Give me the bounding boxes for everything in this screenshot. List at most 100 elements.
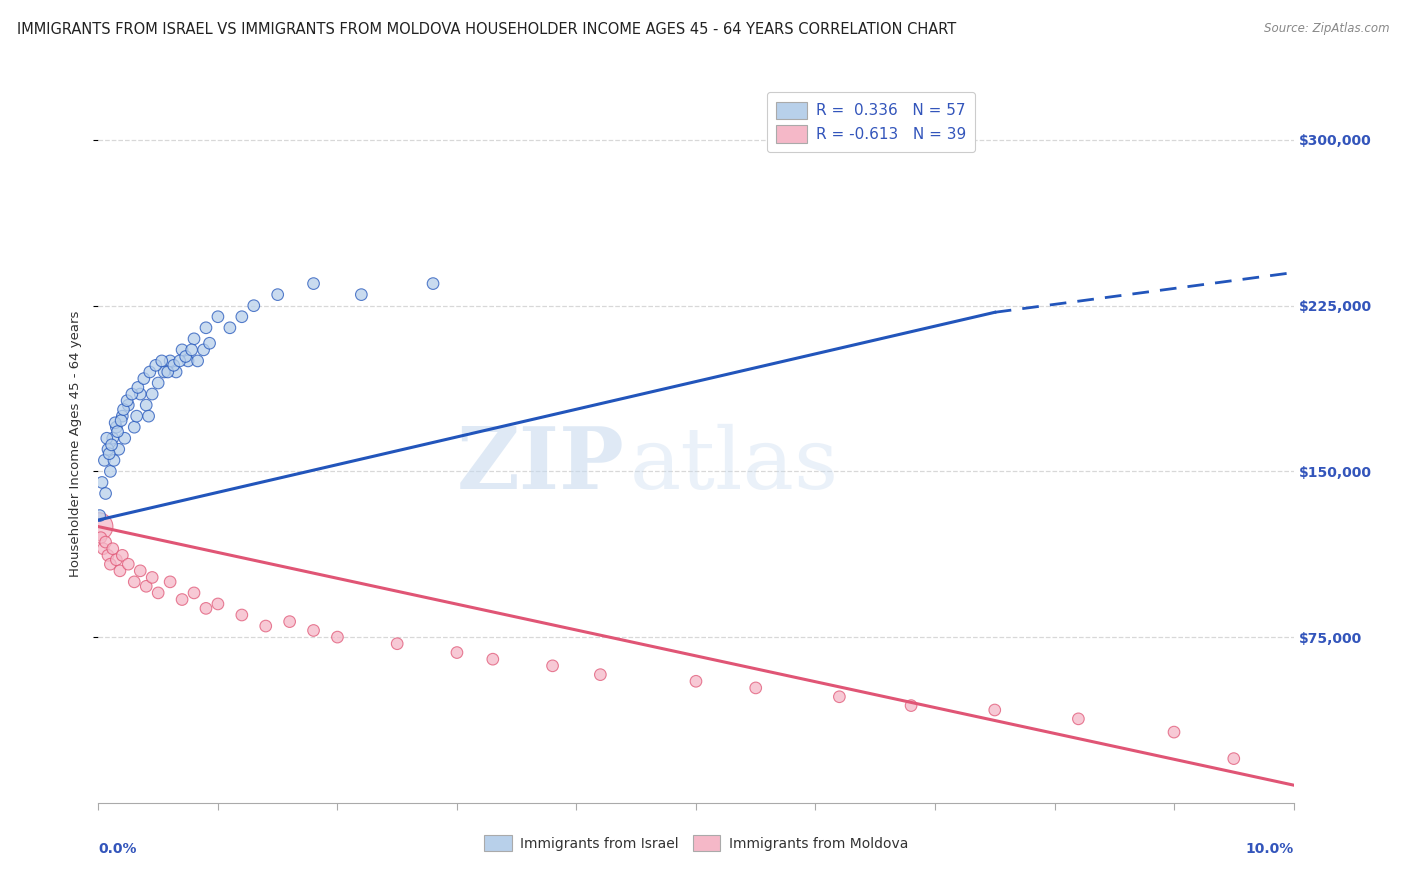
Point [89, 508, 111, 523]
Point [98, 464, 122, 478]
Point [98, 447, 121, 461]
Point [129, 564, 152, 578]
Point [422, 277, 444, 291]
Point [139, 365, 162, 379]
Point [135, 398, 157, 412]
Point [112, 402, 135, 417]
Point [135, 579, 157, 593]
Point [446, 646, 468, 660]
Point [1223, 751, 1246, 765]
Point [90, 531, 112, 545]
Point [117, 557, 139, 571]
Point [91, 541, 114, 556]
Point [100, 438, 122, 452]
Point [115, 393, 138, 408]
Point [148, 586, 170, 600]
Point [97, 549, 120, 563]
Point [278, 615, 301, 629]
Point [302, 277, 325, 291]
Point [127, 380, 149, 394]
Point [326, 630, 349, 644]
Point [150, 354, 173, 368]
Point [159, 354, 181, 368]
Point [193, 343, 215, 357]
Point [267, 287, 290, 301]
Point [104, 416, 127, 430]
Point [195, 601, 218, 615]
Point [94, 486, 117, 500]
Point [172, 592, 194, 607]
Point [174, 350, 197, 364]
Text: ZIP: ZIP [457, 424, 624, 508]
Point [110, 413, 132, 427]
Point [141, 387, 163, 401]
Point [124, 574, 146, 589]
Point [138, 409, 160, 424]
Point [94, 535, 117, 549]
Point [900, 698, 922, 713]
Point [350, 287, 373, 301]
Point [101, 541, 124, 556]
Point [541, 658, 564, 673]
Point [103, 453, 125, 467]
Point [254, 619, 277, 633]
Point [87, 519, 110, 533]
Point [107, 425, 129, 439]
Point [159, 574, 181, 589]
Point [198, 336, 221, 351]
Point [108, 564, 131, 578]
Point [105, 553, 128, 567]
Point [141, 570, 163, 584]
Point [153, 365, 176, 379]
Point [745, 681, 768, 695]
Point [180, 343, 202, 357]
Point [1163, 725, 1185, 739]
Point [107, 442, 129, 457]
Point [482, 652, 505, 666]
Point [111, 409, 134, 424]
Point [231, 607, 253, 622]
Point [117, 398, 139, 412]
Point [132, 371, 155, 385]
Point [163, 359, 186, 373]
Point [302, 624, 325, 638]
Point [129, 387, 152, 401]
Point [101, 431, 124, 445]
Point [169, 354, 191, 368]
Text: 10.0%: 10.0% [1246, 842, 1294, 856]
Point [114, 431, 136, 445]
Point [1067, 712, 1090, 726]
Text: IMMIGRANTS FROM ISRAEL VS IMMIGRANTS FROM MOLDOVA HOUSEHOLDER INCOME AGES 45 - 6: IMMIGRANTS FROM ISRAEL VS IMMIGRANTS FRO… [17, 22, 956, 37]
Point [121, 387, 143, 401]
Point [183, 586, 205, 600]
Point [177, 354, 200, 368]
Point [156, 365, 179, 379]
Point [207, 310, 229, 324]
Point [96, 431, 118, 445]
Point [111, 549, 134, 563]
Point [93, 453, 115, 467]
Point [195, 320, 218, 334]
Point [984, 703, 1007, 717]
Point [828, 690, 851, 704]
Point [105, 420, 128, 434]
Point [145, 359, 167, 373]
Point [148, 376, 170, 390]
Point [207, 597, 229, 611]
Point [165, 365, 187, 379]
Y-axis label: Householder Income Ages 45 - 64 years: Householder Income Ages 45 - 64 years [69, 310, 82, 577]
Point [98, 557, 122, 571]
Point [385, 637, 409, 651]
Text: Source: ZipAtlas.com: Source: ZipAtlas.com [1264, 22, 1389, 36]
Point [243, 299, 266, 313]
Point [97, 442, 120, 457]
Point [219, 320, 242, 334]
Text: atlas: atlas [630, 424, 839, 507]
Text: 0.0%: 0.0% [98, 842, 136, 856]
Point [125, 409, 148, 424]
Point [187, 354, 209, 368]
Legend: Immigrants from Israel, Immigrants from Moldova: Immigrants from Israel, Immigrants from … [478, 830, 914, 857]
Point [183, 332, 205, 346]
Point [589, 667, 612, 681]
Point [124, 420, 146, 434]
